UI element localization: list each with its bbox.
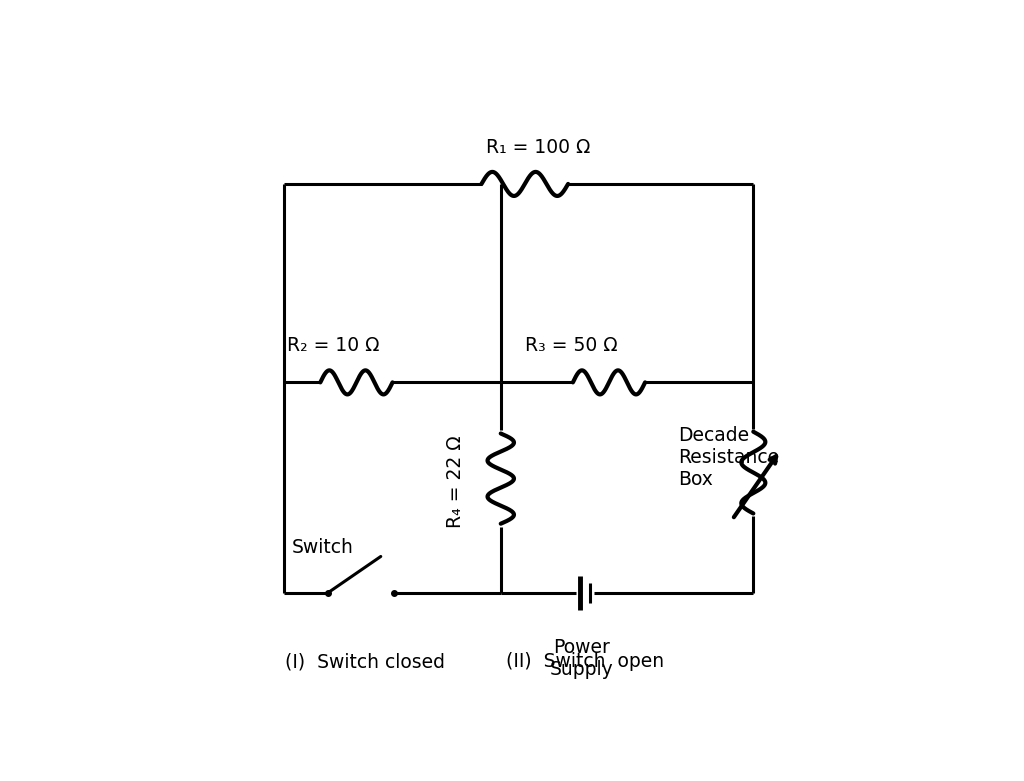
Text: R₄ = 22 Ω: R₄ = 22 Ω [446, 435, 465, 528]
Text: R₃ = 50 Ω: R₃ = 50 Ω [524, 337, 617, 355]
Text: Decade
Resistance
Box: Decade Resistance Box [678, 426, 779, 489]
Text: R₂ = 10 Ω: R₂ = 10 Ω [288, 337, 380, 355]
Text: R₁ = 100 Ω: R₁ = 100 Ω [485, 138, 590, 157]
Text: (II)  Switch  open: (II) Switch open [506, 652, 664, 671]
Text: Switch: Switch [292, 538, 353, 558]
Text: Power
Supply: Power Supply [550, 638, 613, 679]
Text: (I)  Switch closed: (I) Switch closed [286, 652, 445, 671]
